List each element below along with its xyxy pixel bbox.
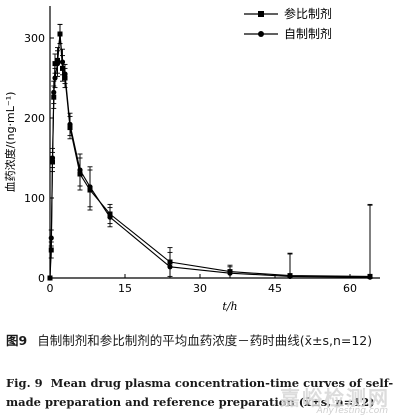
series-1 <box>47 23 373 281</box>
caption-en-text: Mean drug plasma concentration-time curv… <box>6 376 394 409</box>
data-point <box>227 270 233 276</box>
series-line <box>49 33 371 279</box>
legend-marker <box>258 11 264 17</box>
data-point <box>167 264 173 270</box>
data-point <box>87 184 93 190</box>
data-point <box>49 155 56 161</box>
data-point <box>48 235 54 241</box>
data-point <box>107 214 113 220</box>
watermark-url: AnyTesting.com <box>316 406 388 416</box>
series-2 <box>47 23 373 281</box>
caption-zh-figure-number: 图9 <box>6 333 28 348</box>
legend-marker <box>258 31 264 37</box>
x-tick-label: 0 <box>47 282 54 295</box>
y-tick-label: 0 <box>38 272 45 285</box>
series-line <box>49 33 371 279</box>
chart-axes: 0 100 200 300 0 15 30 45 60 t/h 血药浓度/(ng·mL⁻¹) <box>3 6 380 313</box>
x-tick-label: 45 <box>268 282 282 295</box>
data-point <box>62 71 68 77</box>
x-tick-label: 60 <box>343 282 357 295</box>
y-tick-label: 200 <box>24 112 45 125</box>
chart-svg: 0 100 200 300 0 15 30 45 60 t/h 血药浓度/(ng·mL⁻¹) 参比制… <box>3 6 380 313</box>
data-point <box>67 121 73 127</box>
legend-label: 自制制剂 <box>284 26 332 41</box>
data-point <box>51 89 57 95</box>
data-point <box>287 273 293 279</box>
y-tick-label: 300 <box>24 32 45 45</box>
caption-english: Fig. 9 Mean drug plasma concentration-tim… <box>6 374 398 412</box>
data-point <box>54 61 61 67</box>
legend-label: 参比制剂 <box>284 6 332 21</box>
caption-chinese: 图9 自制制剂和参比制剂的平均血药浓度－药时曲线(x̄±s,n=12) <box>6 330 396 351</box>
x-axis-label: t/h <box>222 300 237 313</box>
x-tick-label: 30 <box>193 282 207 295</box>
watermark-logo-text: 嘉峪检测网 <box>280 386 390 410</box>
data-point <box>57 31 63 37</box>
y-tick-label: 100 <box>24 192 45 205</box>
caption-en-figure-number: Fig. 9 <box>6 376 43 390</box>
data-point <box>367 274 373 280</box>
data-point <box>77 167 83 173</box>
data-point <box>47 275 53 281</box>
y-axis-label: 血药浓度/(ng·mL⁻¹) <box>3 92 17 193</box>
x-tick-label: 15 <box>118 282 132 295</box>
data-point <box>59 59 66 65</box>
caption-zh-text: 自制制剂和参比制剂的平均血药浓度－药时曲线(x̄±s,n=12) <box>37 333 373 348</box>
chart-series-layer <box>47 23 373 281</box>
